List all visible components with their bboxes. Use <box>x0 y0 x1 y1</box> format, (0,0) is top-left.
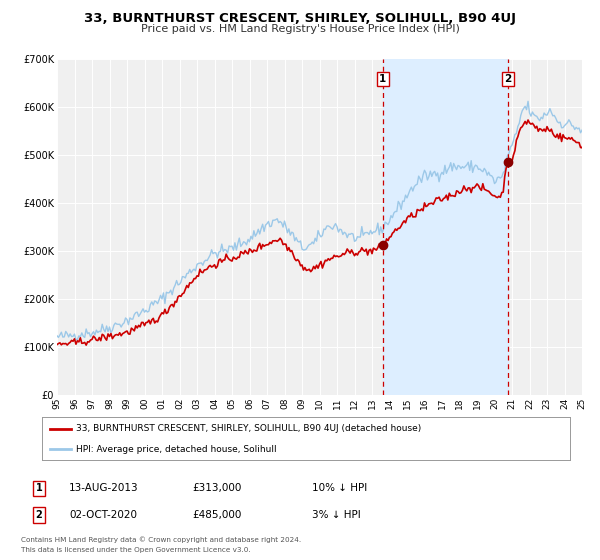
Text: 13-AUG-2013: 13-AUG-2013 <box>69 483 139 493</box>
Text: 2: 2 <box>35 510 43 520</box>
Text: Price paid vs. HM Land Registry's House Price Index (HPI): Price paid vs. HM Land Registry's House … <box>140 24 460 34</box>
Text: 1: 1 <box>379 74 386 84</box>
Text: £313,000: £313,000 <box>192 483 241 493</box>
Bar <box>383 59 508 395</box>
Text: £485,000: £485,000 <box>192 510 241 520</box>
Text: 33, BURNTHURST CRESCENT, SHIRLEY, SOLIHULL, B90 4UJ: 33, BURNTHURST CRESCENT, SHIRLEY, SOLIHU… <box>84 12 516 25</box>
Text: 02-OCT-2020: 02-OCT-2020 <box>69 510 137 520</box>
Text: HPI: Average price, detached house, Solihull: HPI: Average price, detached house, Soli… <box>76 445 277 454</box>
Text: 2: 2 <box>504 74 511 84</box>
Text: 10% ↓ HPI: 10% ↓ HPI <box>312 483 367 493</box>
Text: 33, BURNTHURST CRESCENT, SHIRLEY, SOLIHULL, B90 4UJ (detached house): 33, BURNTHURST CRESCENT, SHIRLEY, SOLIHU… <box>76 424 422 433</box>
Text: This data is licensed under the Open Government Licence v3.0.: This data is licensed under the Open Gov… <box>21 547 251 553</box>
Text: Contains HM Land Registry data © Crown copyright and database right 2024.: Contains HM Land Registry data © Crown c… <box>21 536 301 543</box>
Text: 1: 1 <box>35 483 43 493</box>
Text: 3% ↓ HPI: 3% ↓ HPI <box>312 510 361 520</box>
